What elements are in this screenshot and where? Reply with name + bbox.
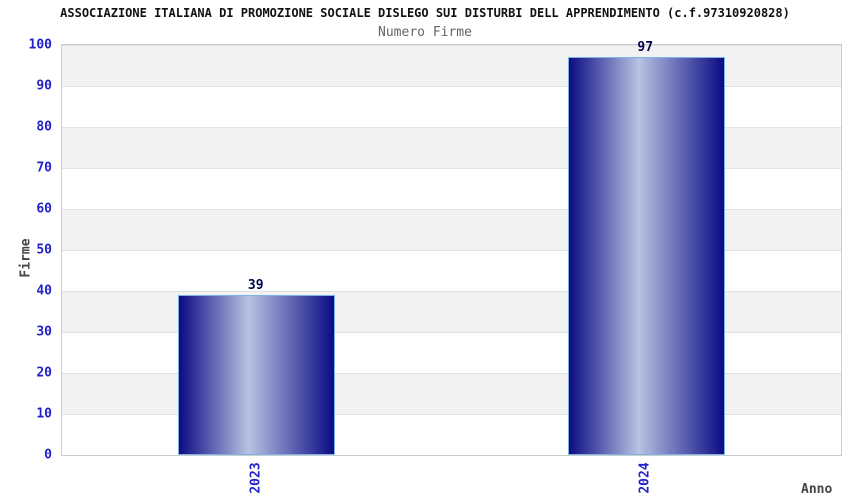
bar-value-label: 97 xyxy=(637,40,654,55)
y-tick-label: 70 xyxy=(36,160,52,176)
x-axis-title: Anno xyxy=(801,482,833,497)
x-tick-label: 2023 xyxy=(248,462,264,494)
bar-2024 xyxy=(567,57,725,455)
y-tick-label: 40 xyxy=(36,283,52,299)
y-tick-label: 10 xyxy=(36,406,52,422)
plot-area xyxy=(61,44,842,456)
y-tick-label: 20 xyxy=(36,365,52,381)
chart-title: ASSOCIAZIONE ITALIANA DI PROMOZIONE SOCI… xyxy=(60,6,790,20)
x-tick-label: 2024 xyxy=(637,462,653,494)
y-tick-label: 30 xyxy=(36,324,52,340)
y-tick-label: 60 xyxy=(36,201,52,217)
bar-value-label: 39 xyxy=(247,278,264,293)
y-tick-label: 90 xyxy=(36,78,52,94)
bar-2023 xyxy=(178,295,336,455)
chart-subtitle: Numero Firme xyxy=(378,25,472,40)
y-tick-label: 80 xyxy=(36,119,52,135)
y-tick-label: 50 xyxy=(36,242,52,258)
y-tick-label: 100 xyxy=(28,37,52,53)
y-tick-label: 0 xyxy=(44,447,52,463)
